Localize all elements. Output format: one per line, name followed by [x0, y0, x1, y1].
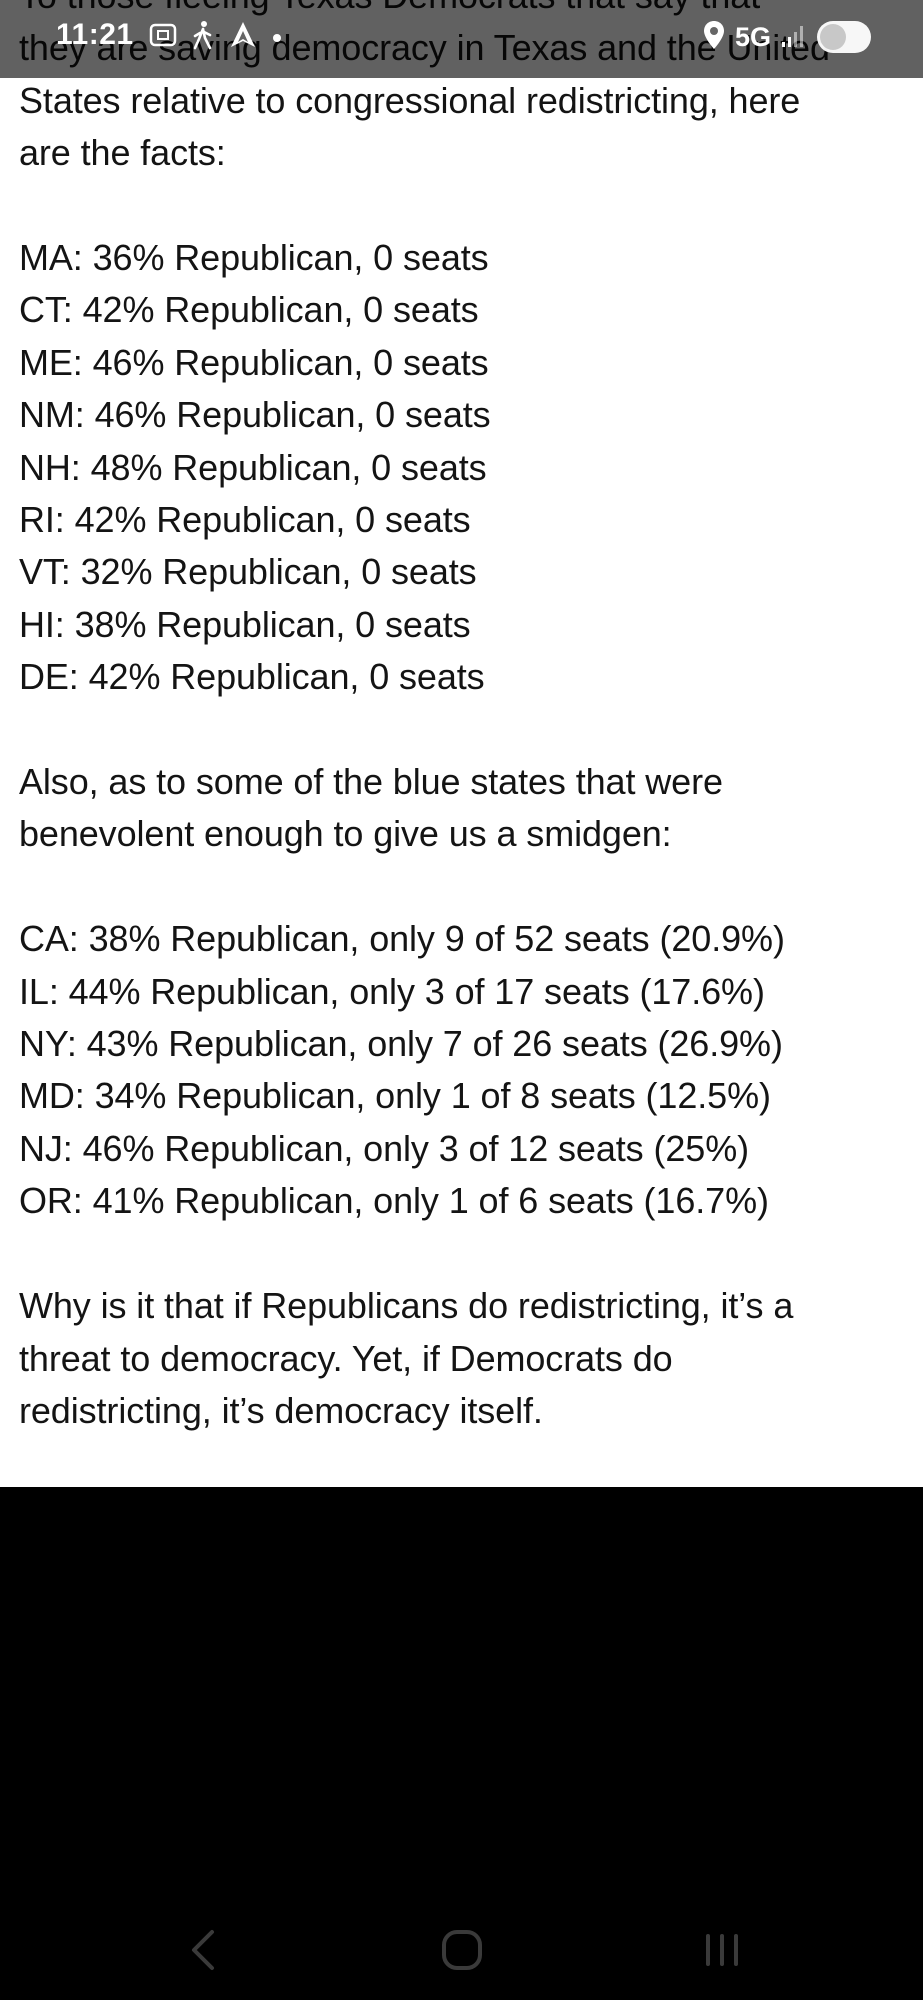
post-text-line: Also, as to some of the blue states that…	[19, 761, 723, 803]
status-bar: 11:21	[0, 0, 923, 78]
paragraph-gap	[19, 861, 909, 913]
home-icon	[442, 1930, 482, 1970]
navigation-bar	[0, 1900, 923, 2000]
paragraph-gap	[19, 1228, 909, 1280]
screenshot-icon	[148, 20, 178, 55]
post-text-line: are the facts:	[19, 132, 226, 174]
recents-button[interactable]	[694, 1922, 750, 1978]
walking-person-icon	[192, 20, 214, 55]
post-body-text: To those fleeing Texas Democrats that sa…	[19, 0, 909, 1437]
status-time: 11:21	[56, 18, 134, 51]
post-text-line: threat to democracy. Yet, if Democrats d…	[19, 1337, 673, 1379]
network-type-label: 5G	[734, 21, 771, 52]
status-icons-right: 5G	[703, 18, 871, 56]
post-text-line: MA: 36% Republican, 0 seats	[19, 237, 489, 279]
post-text-line: NJ: 46% Republican, only 3 of 12 seats (…	[19, 1127, 749, 1169]
toggle-knob	[820, 24, 846, 50]
signal-bars-icon	[781, 22, 807, 53]
dot-icon	[272, 20, 282, 55]
post-text-line: benevolent enough to give us a smidgen:	[19, 813, 672, 855]
post-text-line: IL: 44% Republican, only 3 of 17 seats (…	[19, 970, 765, 1012]
back-button[interactable]	[176, 1922, 232, 1978]
post-text-line: HI: 38% Republican, 0 seats	[19, 603, 471, 645]
post-text-line: ME: 46% Republican, 0 seats	[19, 341, 489, 383]
paragraph-gap	[19, 180, 909, 232]
navigation-arrow-icon	[228, 20, 258, 55]
post-text-line: States relative to congressional redistr…	[19, 79, 801, 121]
toggle-icon	[817, 21, 871, 53]
post-text-line: OR: 41% Republican, only 1 of 6 seats (1…	[19, 1180, 769, 1222]
back-icon	[192, 1930, 214, 1970]
post-text-line: CA: 38% Republican, only 9 of 52 seats (…	[19, 918, 785, 960]
post-text-line: RI: 42% Republican, 0 seats	[19, 499, 471, 541]
status-icons-left	[148, 20, 282, 54]
post-text-line: NM: 46% Republican, 0 seats	[19, 394, 491, 436]
home-button[interactable]	[434, 1922, 490, 1978]
recents-icon	[706, 1934, 738, 1966]
post-text-line: NY: 43% Republican, only 7 of 26 seats (…	[19, 1023, 783, 1065]
post-text-line: Why is it that if Republicans do redistr…	[19, 1285, 794, 1327]
paragraph-gap	[19, 704, 909, 756]
post-content-area: To those fleeing Texas Democrats that sa…	[0, 0, 923, 1487]
post-text-line: NH: 48% Republican, 0 seats	[19, 446, 487, 488]
location-pin-icon	[703, 20, 725, 55]
post-text-line: MD: 34% Republican, only 1 of 8 seats (1…	[19, 1075, 771, 1117]
post-text-line: DE: 42% Republican, 0 seats	[19, 656, 485, 698]
post-text-line: VT: 32% Republican, 0 seats	[19, 551, 477, 593]
post-text-line: redistricting, it’s democracy itself.	[19, 1389, 543, 1431]
post-text-line: CT: 42% Republican, 0 seats	[19, 289, 479, 331]
